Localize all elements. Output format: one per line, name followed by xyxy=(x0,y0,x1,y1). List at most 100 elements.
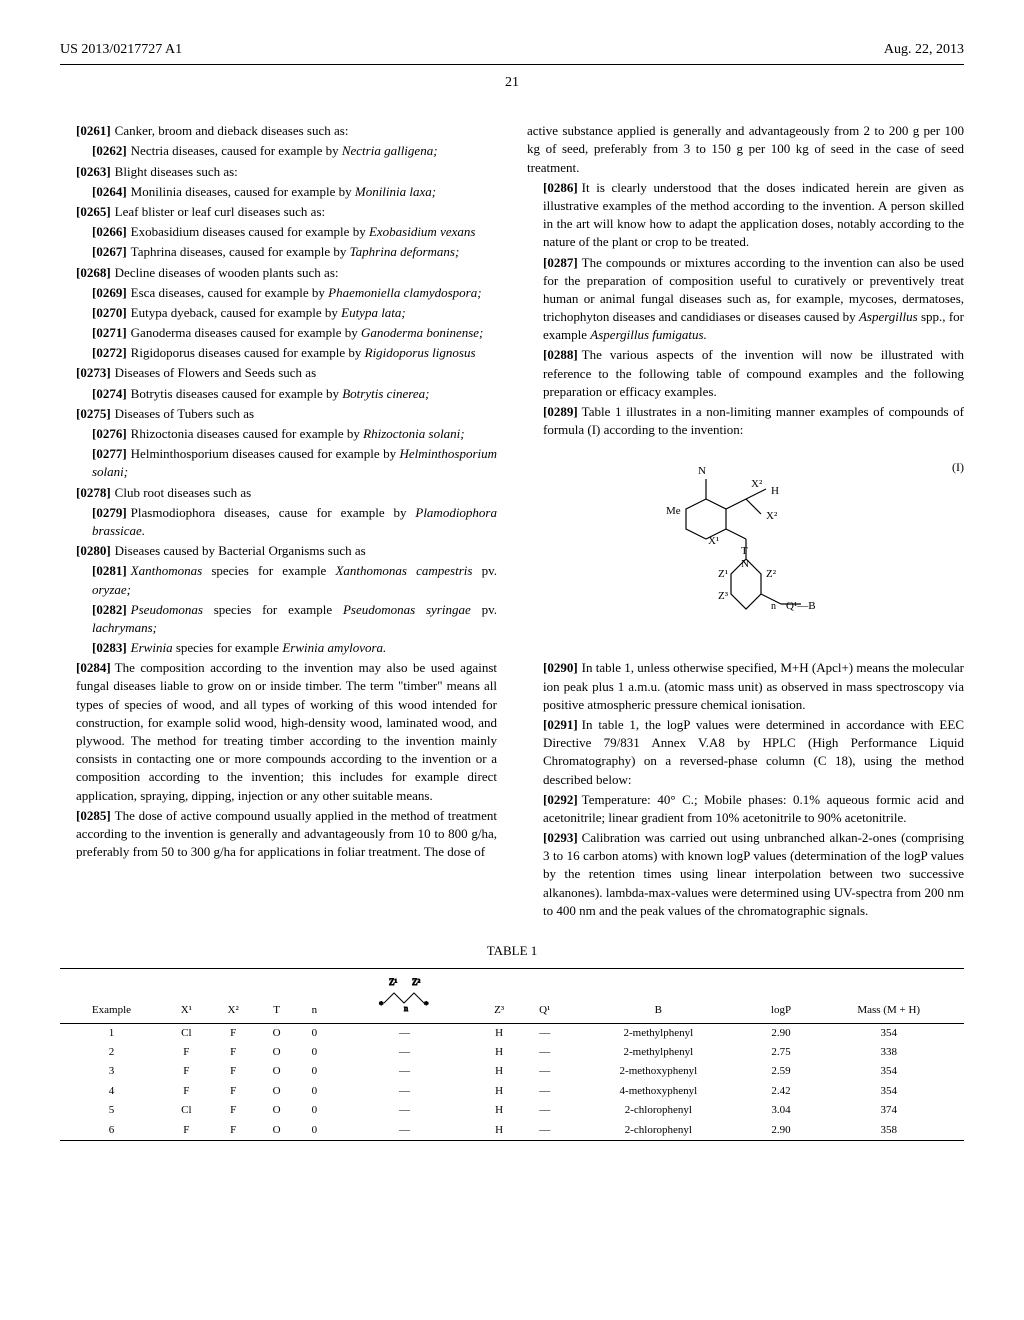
table-cell: — xyxy=(332,1062,477,1081)
table-cell: F xyxy=(163,1043,210,1062)
svg-text:Z²: Z² xyxy=(766,568,777,580)
table-cell: 1 xyxy=(60,1023,163,1043)
paragraph: [0283]Erwinia species for example Erwini… xyxy=(60,639,497,657)
table-row: 3FFO0—H—2-methoxyphenyl2.59354 xyxy=(60,1062,964,1081)
para-number: [0280] xyxy=(76,543,111,558)
table-cell: 2-methoxyphenyl xyxy=(568,1062,748,1081)
svg-text:N: N xyxy=(698,465,706,477)
para-number: [0269] xyxy=(92,285,127,300)
table-cell: 4 xyxy=(60,1082,163,1101)
table-header: B xyxy=(568,969,748,1023)
table-cell: 2-chlorophenyl xyxy=(568,1101,748,1120)
table-header: X¹ xyxy=(163,969,210,1023)
paragraph: [0274]Botrytis diseases caused for examp… xyxy=(60,385,497,403)
table-cell: — xyxy=(521,1043,568,1062)
table-cell: 374 xyxy=(813,1101,964,1120)
para-number: [0270] xyxy=(92,305,127,320)
table-row: 2FFO0—H—2-methylphenyl2.75338 xyxy=(60,1043,964,1062)
paragraph: [0280]Diseases caused by Bacterial Organ… xyxy=(60,542,497,560)
para-number: [0261] xyxy=(76,123,111,138)
para-number: [0262] xyxy=(92,143,127,158)
para-number: [0273] xyxy=(76,365,111,380)
paragraph: [0292]Temperature: 40° C.; Mobile phases… xyxy=(527,791,964,827)
table-cell: H xyxy=(477,1023,521,1043)
svg-text:Z¹: Z¹ xyxy=(389,977,397,987)
table-cell: — xyxy=(521,1082,568,1101)
paragraph: [0268]Decline diseases of wooden plants … xyxy=(60,264,497,282)
table-cell: O xyxy=(257,1101,297,1120)
para-number: [0283] xyxy=(92,640,127,655)
table-cell: 2.42 xyxy=(749,1082,814,1101)
para-number: [0263] xyxy=(76,164,111,179)
paragraph: active substance applied is generally an… xyxy=(527,122,964,177)
para-number: [0265] xyxy=(76,204,111,219)
table-header: Z³ xyxy=(477,969,521,1023)
table-section: TABLE 1 ExampleX¹X²TnZ¹Z²*n*Z³Q¹BlogPMas… xyxy=(60,942,964,1141)
para-number: [0284] xyxy=(76,660,111,675)
table-cell: 358 xyxy=(813,1121,964,1141)
table-cell: — xyxy=(521,1121,568,1141)
table-row: 6FFO0—H—2-chlorophenyl2.90358 xyxy=(60,1121,964,1141)
paragraph: [0269]Esca diseases, caused for example … xyxy=(60,284,497,302)
paragraph: [0288]The various aspects of the inventi… xyxy=(527,346,964,401)
table-row: 5ClFO0—H—2-chlorophenyl3.04374 xyxy=(60,1101,964,1120)
svg-text:T: T xyxy=(741,545,748,557)
table-cell: Cl xyxy=(163,1023,210,1043)
paragraph: [0266]Exobasidium diseases caused for ex… xyxy=(60,223,497,241)
para-number: [0274] xyxy=(92,386,127,401)
table-cell: — xyxy=(332,1023,477,1043)
table-cell: H xyxy=(477,1101,521,1120)
patent-number: US 2013/0217727 A1 xyxy=(60,40,182,60)
paragraph: [0273]Diseases of Flowers and Seeds such… xyxy=(60,364,497,382)
paragraph: [0262]Nectria diseases, caused for examp… xyxy=(60,142,497,160)
table-cell: F xyxy=(210,1121,257,1141)
paragraph: [0284]The composition according to the i… xyxy=(60,659,497,805)
svg-text:Z²: Z² xyxy=(412,977,420,987)
svg-text:X¹: X¹ xyxy=(708,535,719,547)
right-column: active substance applied is generally an… xyxy=(527,122,964,922)
para-number: [0287] xyxy=(543,255,578,270)
table-cell: F xyxy=(210,1062,257,1081)
table-cell: 4-methoxyphenyl xyxy=(568,1082,748,1101)
table-cell: F xyxy=(163,1082,210,1101)
table-cell: — xyxy=(332,1043,477,1062)
table-cell: O xyxy=(257,1062,297,1081)
para-number: [0291] xyxy=(543,717,578,732)
para-number: [0288] xyxy=(543,347,578,362)
table-cell: 2.59 xyxy=(749,1062,814,1081)
table-cell: H xyxy=(477,1121,521,1141)
table-cell: 0 xyxy=(297,1101,332,1120)
paragraph: [0270]Eutypa dyeback, caused for example… xyxy=(60,304,497,322)
table-header: logP xyxy=(749,969,814,1023)
table-cell: 2-chlorophenyl xyxy=(568,1121,748,1141)
para-number: [0290] xyxy=(543,660,578,675)
table-cell: 3 xyxy=(60,1062,163,1081)
paragraph: [0293]Calibration was carried out using … xyxy=(527,829,964,920)
table-cell: — xyxy=(521,1062,568,1081)
table-cell: F xyxy=(210,1101,257,1120)
para-number: [0289] xyxy=(543,404,578,419)
table-row: 1ClFO0—H—2-methylphenyl2.90354 xyxy=(60,1023,964,1043)
column-structure-icon: Z¹Z²*n* xyxy=(374,973,434,1013)
para-number: [0275] xyxy=(76,406,111,421)
chemical-structure: (I)MeNX¹X²HX²TZ¹Z²NZ³nQ¹—B xyxy=(527,459,964,639)
para-number: [0279] xyxy=(92,505,127,520)
table-cell: Cl xyxy=(163,1101,210,1120)
table-cell: 0 xyxy=(297,1023,332,1043)
table-cell: — xyxy=(332,1121,477,1141)
paragraph: [0287]The compounds or mixtures accordin… xyxy=(527,254,964,345)
table-row: 4FFO0—H—4-methoxyphenyl2.42354 xyxy=(60,1082,964,1101)
table-cell: O xyxy=(257,1121,297,1141)
table-header: T xyxy=(257,969,297,1023)
paragraph: [0289]Table 1 illustrates in a non-limit… xyxy=(527,403,964,439)
table-cell: H xyxy=(477,1062,521,1081)
svg-text:*: * xyxy=(424,1000,429,1010)
table-cell: F xyxy=(163,1121,210,1141)
para-number: [0267] xyxy=(92,244,127,259)
para-number: [0266] xyxy=(92,224,127,239)
table-caption: TABLE 1 xyxy=(60,942,964,960)
paragraph: [0261]Canker, broom and dieback diseases… xyxy=(60,122,497,140)
para-number: [0285] xyxy=(76,808,111,823)
svg-text:Z³: Z³ xyxy=(718,590,729,602)
paragraph: [0278]Club root diseases such as xyxy=(60,484,497,502)
